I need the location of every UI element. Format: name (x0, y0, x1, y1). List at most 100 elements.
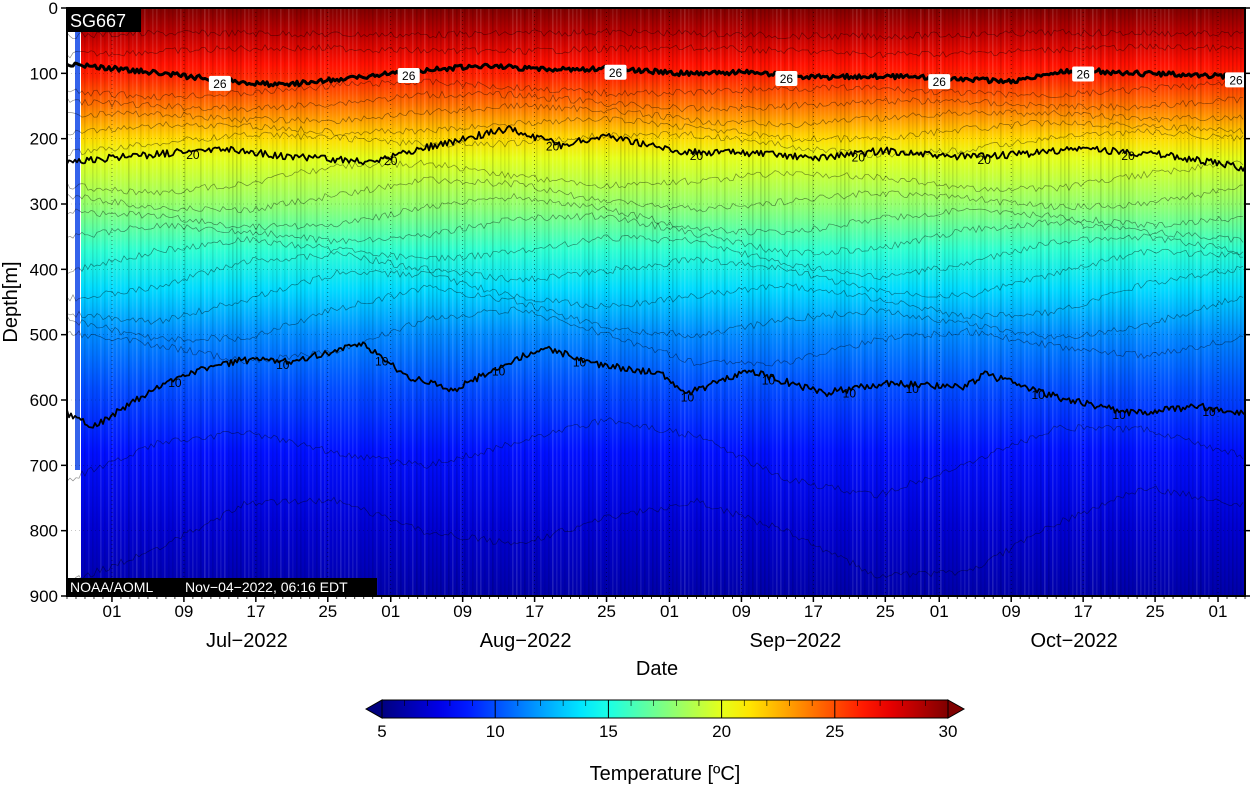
y-axis-title: Depth[m] (0, 261, 22, 342)
plot-id-background (67, 8, 141, 32)
y-tick-label: 0 (49, 0, 58, 18)
x-tick-label: 01 (381, 602, 400, 621)
svg-text:10: 10 (1112, 408, 1126, 422)
isotherm-label-10: 10 (168, 376, 182, 390)
isotherm-label-10: 10 (681, 390, 695, 404)
colorbar-tick-label: 25 (825, 722, 844, 741)
colorbar-extend-high (947, 699, 966, 719)
x-month-label: Jul−2022 (206, 630, 288, 652)
isotherm-label-20: 20 (690, 149, 704, 163)
isotherm-label-20: 20 (978, 153, 992, 167)
x-tick-label: 25 (876, 602, 895, 621)
x-tick-label: 09 (174, 602, 193, 621)
x-month-label: Sep−2022 (749, 630, 841, 652)
isotherm-label-10: 10 (492, 364, 506, 378)
colorbar-ticks: 5 10 15 20 25 30 (377, 700, 957, 741)
svg-text:10: 10 (492, 364, 506, 378)
isotherm-label-10: 10 (1202, 405, 1216, 419)
x-tick-label: 01 (930, 602, 949, 621)
x-month-label: Oct−2022 (1030, 630, 1117, 652)
isotherm-10 (67, 341, 1245, 429)
x-tick-label: 01 (660, 602, 679, 621)
isotherm-label-26: 26 (604, 64, 627, 80)
x-axis-title: Date (636, 658, 678, 680)
isotherm-label-26: 26 (397, 67, 420, 83)
x-tick-label: 09 (732, 602, 751, 621)
isotherm-label-10: 10 (762, 373, 776, 387)
credit-box: NOAA/AOML Nov−04−2022, 06:16 EDT (67, 578, 377, 596)
isotherm-label-26: 26 (775, 71, 798, 87)
plot-area: 26 26 26 26 26 26 26 20 20 20 20 20 20 20 10 10 10 10 10 10… (66, 7, 1248, 597)
svg-text:26: 26 (780, 72, 794, 86)
x-tick-label: 17 (804, 602, 823, 621)
isotherm-label-26: 26 (208, 75, 231, 91)
x-tick-label: 01 (103, 602, 122, 621)
svg-text:10: 10 (276, 358, 290, 372)
colorbar-tick-label: 20 (712, 722, 731, 741)
svg-text:26: 26 (609, 66, 623, 80)
isotherm-label-10: 10 (1031, 388, 1045, 402)
colorbar-tick-label: 15 (599, 722, 618, 741)
credit-agency: NOAA/AOML (70, 579, 153, 595)
isotherm-label-10: 10 (843, 386, 857, 400)
x-month-label: Aug−2022 (480, 630, 572, 652)
svg-text:26: 26 (1076, 68, 1090, 82)
plot-frame (66, 7, 1246, 597)
svg-text:20: 20 (186, 148, 200, 162)
isotherm-label-26: 26 (1072, 66, 1095, 82)
svg-text:10: 10 (906, 382, 920, 396)
svg-text:10: 10 (375, 355, 389, 369)
svg-text:10: 10 (168, 376, 182, 390)
isotherm-label-10: 10 (573, 356, 587, 370)
x-tick-label: 09 (453, 602, 472, 621)
svg-text:20: 20 (690, 149, 704, 163)
credit-timestamp: Nov−04−2022, 06:16 EDT (185, 579, 348, 595)
svg-text:20: 20 (852, 150, 866, 164)
x-tick-label: 25 (318, 602, 337, 621)
temperature-field (81, 8, 1245, 596)
isotherm-label-20: 20 (852, 150, 866, 164)
svg-text:10: 10 (1031, 388, 1045, 402)
isotherm-label-20: 20 (186, 148, 200, 162)
svg-text:20: 20 (384, 154, 398, 168)
svg-text:10: 10 (573, 356, 587, 370)
svg-text:26: 26 (1229, 73, 1243, 87)
y-tick-label: 500 (30, 326, 58, 345)
y-axis: 0 100 200 300 400 500 600 700 800 900 (30, 0, 1250, 606)
isotherm-label-10: 10 (276, 358, 290, 372)
svg-text:10: 10 (843, 386, 857, 400)
y-tick-label: 600 (30, 391, 58, 410)
isotherm-label-10: 10 (906, 382, 920, 396)
y-tick-label: 100 (30, 64, 58, 83)
colorbar-body (381, 699, 949, 719)
isotherm-label-10: 10 (1112, 408, 1126, 422)
svg-text:26: 26 (933, 75, 947, 89)
x-tick-label: 09 (1002, 602, 1021, 621)
colorbar-extend-low (364, 699, 383, 719)
y-tick-label: 900 (30, 587, 58, 606)
svg-text:10: 10 (681, 390, 695, 404)
isotherm-label-10: 10 (375, 355, 389, 369)
svg-text:10: 10 (762, 373, 776, 387)
isotherm-label-26: 26 (1225, 72, 1248, 88)
svg-text:26: 26 (213, 77, 227, 91)
x-tick-label: 25 (597, 602, 616, 621)
colorbar: 5 10 15 20 25 30 Temperature [ºC] (364, 699, 966, 785)
isotherm-label-20: 20 (384, 154, 398, 168)
colorbar-title: Temperature [ºC] (590, 763, 741, 785)
minor-isotherms (67, 28, 1244, 586)
isotherm-20 (67, 125, 1245, 172)
colorbar-tick-label: 10 (486, 722, 505, 741)
plot-id: SG667 (70, 11, 126, 31)
y-tick-label: 200 (30, 130, 58, 149)
svg-text:10: 10 (1202, 405, 1216, 419)
plot-id-box: SG667 (67, 8, 141, 32)
isotherm-labels: 26 26 26 26 26 26 26 20 20 20 20 20 20 20 10 10 10 10 10 10… (168, 64, 1248, 422)
isotherm-26 (67, 61, 1245, 88)
first-profile (75, 30, 80, 470)
isotherm-label-20: 20 (1121, 149, 1135, 163)
colorbar-tick-label: 5 (377, 722, 386, 741)
svg-text:20: 20 (1121, 149, 1135, 163)
x-tick-label: 17 (1074, 602, 1093, 621)
svg-text:26: 26 (402, 69, 416, 83)
